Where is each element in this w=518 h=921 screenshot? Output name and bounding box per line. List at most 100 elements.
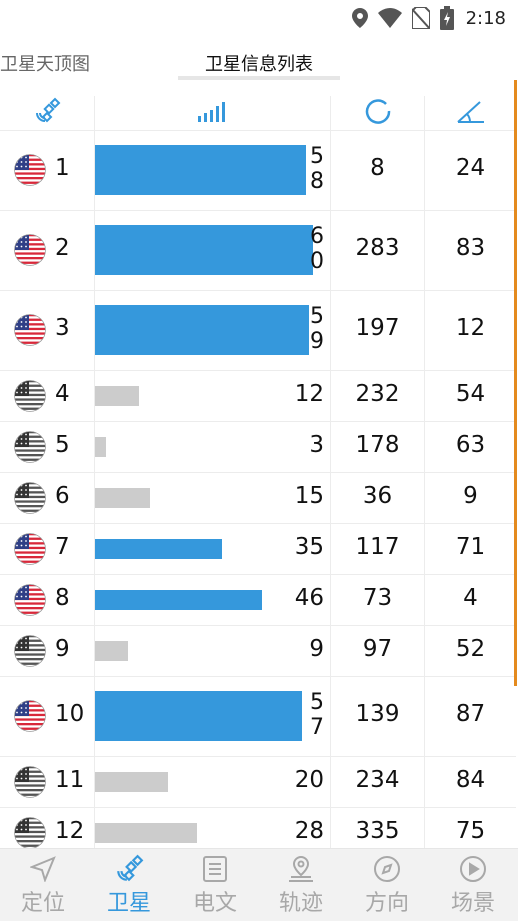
satellite-prn: 8	[55, 584, 70, 611]
table-row[interactable]: 9 9 97 52	[0, 625, 516, 676]
flag-icon	[14, 765, 46, 798]
signal-bar	[95, 385, 139, 406]
signal-bar	[95, 640, 128, 661]
satellite-prn: 5	[55, 431, 70, 458]
table-row[interactable]: 1 58 8 24	[0, 130, 516, 210]
satellite-icon	[33, 97, 61, 129]
elevation-value: 24	[455, 155, 486, 181]
azimuth-value: 335	[355, 817, 400, 844]
table-row[interactable]: 2 60 283 83	[0, 210, 516, 290]
satellite-prn: 9	[55, 635, 70, 662]
elevation-value: 63	[455, 431, 486, 458]
azimuth-value: 283	[355, 235, 400, 261]
flag-icon	[14, 583, 46, 616]
elevation-value: 9	[463, 482, 478, 509]
signal-bar	[95, 822, 197, 843]
column-header-azimuth	[331, 96, 424, 130]
tab-indicator	[178, 76, 340, 80]
azimuth-value: 97	[362, 635, 393, 662]
message-icon	[172, 853, 258, 885]
signal-strength-icon	[197, 100, 228, 126]
elevation-value: 71	[455, 533, 486, 560]
azimuth-value: 36	[362, 482, 393, 509]
signal-bar	[95, 305, 309, 355]
signal-value: 3	[309, 431, 324, 458]
flag-icon	[14, 634, 46, 667]
satellite-prn: 6	[55, 482, 70, 509]
signal-bar	[95, 487, 150, 508]
flag-icon	[14, 700, 46, 732]
azimuth-value: 197	[355, 315, 400, 341]
nav-label: 场景	[450, 891, 495, 916]
table-row[interactable]: 3 59 197 12	[0, 290, 516, 370]
elevation-value: 12	[455, 315, 486, 341]
nav-direction[interactable]: 方向	[344, 853, 430, 917]
play-icon	[430, 853, 516, 885]
elevation-value: 54	[455, 380, 486, 407]
signal-value: 15	[294, 482, 324, 509]
column-header-signal	[95, 96, 330, 130]
table-row[interactable]: 10 57 139 87	[0, 676, 516, 756]
tab-satellite-list[interactable]: 卫星信息列表	[205, 54, 313, 75]
signal-bar	[95, 771, 168, 792]
azimuth-value: 117	[355, 533, 400, 560]
nav-satellite[interactable]: 卫星	[86, 853, 172, 917]
elevation-value: 4	[463, 584, 478, 611]
signal-value: 35	[294, 533, 324, 560]
signal-value: 60	[310, 224, 324, 274]
column-header-elevation	[425, 96, 516, 130]
satellite-prn: 12	[55, 817, 85, 844]
nav-scene[interactable]: 场景	[430, 853, 516, 917]
satellite-prn: 7	[55, 533, 70, 560]
wifi-icon	[377, 8, 402, 28]
satellite-prn: 10	[55, 701, 85, 727]
table-row[interactable]: 6 15 36 9	[0, 472, 516, 523]
elevation-value: 52	[455, 635, 486, 662]
elevation-angle-icon	[456, 98, 486, 128]
azimuth-value: 232	[355, 380, 400, 407]
nav-location[interactable]: 定位	[0, 853, 86, 917]
location-icon	[351, 8, 368, 28]
scrollbar[interactable]	[514, 80, 517, 686]
nav-message[interactable]: 电文	[172, 853, 258, 917]
elevation-value: 83	[455, 235, 486, 261]
signal-value: 58	[310, 144, 324, 194]
signal-bar	[95, 538, 222, 559]
signal-value: 46	[294, 584, 324, 611]
nav-track[interactable]: 轨迹	[258, 853, 344, 917]
signal-bar	[95, 691, 302, 741]
azimuth-value: 73	[362, 584, 393, 611]
status-bar: 2:18	[0, 0, 518, 36]
signal-value: 57	[310, 690, 324, 740]
flag-icon	[14, 314, 46, 346]
flag-icon	[14, 816, 46, 849]
signal-value: 20	[294, 766, 324, 793]
table-header	[0, 96, 516, 130]
signal-bar	[95, 225, 313, 275]
bottom-nav: 定位 卫星 电文 轨迹 方向 场景	[0, 848, 518, 921]
flag-icon	[14, 481, 46, 514]
table-row[interactable]: 7 35 117 71	[0, 523, 516, 574]
flag-icon	[14, 379, 46, 412]
table-row[interactable]: 11 20 234 84	[0, 756, 516, 807]
nav-label: 方向	[364, 891, 409, 916]
nav-label: 轨迹	[278, 891, 323, 916]
satellite-prn: 1	[55, 155, 70, 181]
table-row[interactable]: 8 46 73 4	[0, 574, 516, 625]
signal-bar	[95, 145, 306, 195]
elevation-value: 75	[455, 817, 486, 844]
nav-label: 电文	[192, 891, 237, 916]
top-tabs: 卫星天顶图 卫星信息列表	[0, 40, 518, 82]
column-header-satellite	[0, 96, 94, 130]
azimuth-value: 8	[370, 155, 385, 181]
azimuth-value: 139	[355, 701, 400, 727]
azimuth-icon	[364, 97, 392, 129]
location-arrow-icon	[0, 853, 86, 885]
signal-value: 12	[294, 380, 324, 407]
satellite-prn: 11	[55, 766, 85, 793]
table-row[interactable]: 4 12 232 54	[0, 370, 516, 421]
tab-sky-view[interactable]: 卫星天顶图	[0, 54, 90, 75]
nav-label: 卫星	[106, 891, 151, 916]
table-row[interactable]: 12 28 335 75	[0, 807, 516, 858]
table-row[interactable]: 5 3 178 63	[0, 421, 516, 472]
